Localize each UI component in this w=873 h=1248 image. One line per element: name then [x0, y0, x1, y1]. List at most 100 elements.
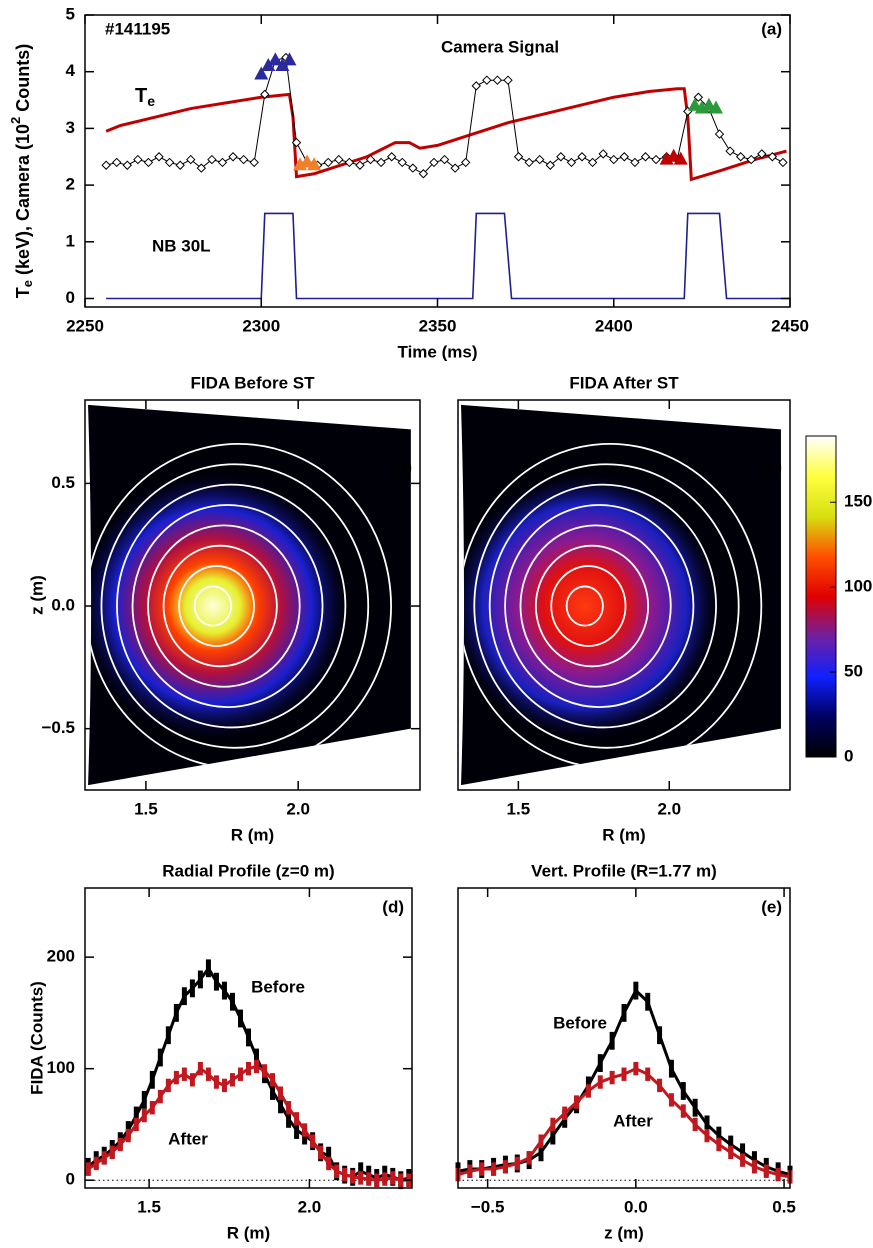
- flux-contour: [565, 585, 604, 627]
- annotation: NB 30L: [152, 236, 211, 255]
- diamond-marker: [133, 154, 143, 165]
- series-line: [105, 87, 787, 182]
- triangle-marker: [282, 52, 297, 66]
- diamond-marker: [778, 157, 788, 168]
- panel-label: (a): [761, 19, 782, 38]
- flux-contour: [116, 483, 347, 729]
- diamond-marker: [429, 157, 439, 168]
- x-tick-label: 1.5: [137, 1197, 161, 1216]
- diamond-marker: [598, 149, 608, 159]
- axes-frame: [84, 887, 413, 1189]
- y-axis-label-part: T: [13, 287, 33, 298]
- triangle-marker: [268, 52, 283, 66]
- diamond-marker: [725, 146, 735, 156]
- panel-title: FIDA After ST: [569, 373, 679, 392]
- diamond-marker: [471, 81, 481, 91]
- x-tick-label: 0.0: [624, 1197, 648, 1216]
- series-label: After: [613, 1111, 653, 1130]
- emission-blob: [461, 471, 721, 741]
- colorbar-tick-label: 50: [844, 662, 863, 681]
- x-tick-label: 2.0: [286, 799, 310, 818]
- diamond-marker: [651, 154, 661, 165]
- x-axis-label: R (m): [602, 825, 645, 844]
- diamond-marker: [376, 157, 386, 168]
- diamond-marker: [101, 160, 111, 170]
- y-axis-label: Te (keV), Camera (102 Counts): [8, 44, 35, 299]
- flux-contour: [534, 544, 650, 668]
- triangle-marker: [708, 100, 723, 114]
- annotation: #141195: [105, 19, 170, 38]
- panel-label: (e): [761, 897, 782, 916]
- flux-contour: [550, 565, 627, 647]
- flux-contour: [147, 524, 301, 688]
- diamond-marker: [757, 149, 767, 159]
- x-axis-label: z (m): [604, 1223, 644, 1242]
- panel-label: (d): [382, 897, 404, 916]
- y-tick-label: 5: [66, 4, 75, 23]
- x-tick-label: 0.5: [772, 1197, 796, 1216]
- x-tick-label: 2350: [419, 316, 457, 335]
- flux-contour: [488, 483, 717, 729]
- diamond-marker: [524, 157, 534, 168]
- diamond-marker: [619, 152, 630, 162]
- diamond-marker: [482, 75, 492, 85]
- diamond-marker: [535, 154, 545, 165]
- x-tick-label: 2400: [595, 316, 633, 335]
- diamond-marker: [503, 75, 513, 85]
- triangle-marker: [261, 58, 276, 72]
- diamond-marker: [397, 157, 407, 168]
- colorbar-tick-label: 100: [844, 577, 872, 596]
- y-tick-label: 1: [66, 231, 75, 250]
- triangle-marker: [673, 151, 688, 165]
- x-tick-label: 2.0: [657, 799, 681, 818]
- diamond-marker: [714, 129, 725, 139]
- axes-frame: [457, 887, 791, 1189]
- diamond-marker: [450, 163, 460, 173]
- diamond-marker: [334, 154, 344, 165]
- diamond-marker: [186, 154, 196, 165]
- y-axis-label-part: Counts): [13, 44, 33, 117]
- diamond-marker: [408, 163, 418, 173]
- diamond-marker: [365, 154, 376, 165]
- diamond-marker: [175, 160, 185, 170]
- y-axis-label-part: (keV), Camera (10: [13, 124, 33, 280]
- colorbar: [805, 435, 837, 758]
- diamond-marker: [545, 160, 556, 170]
- diamond-marker: [143, 157, 154, 168]
- axes-frame: [84, 399, 421, 791]
- diamond-marker: [217, 157, 228, 168]
- x-tick-label: 2450: [771, 316, 809, 335]
- panel-label: (b): [390, 457, 412, 476]
- diamond-marker: [566, 157, 577, 168]
- panel-title: Radial Profile (z=0 m): [162, 861, 334, 880]
- diamond-marker: [196, 163, 207, 173]
- y-axis-label-part: 2: [8, 117, 23, 124]
- y-axis-label: z (m): [27, 575, 46, 615]
- diamond-marker: [630, 157, 640, 168]
- y-tick-label: 2: [66, 175, 75, 194]
- flux-contour: [519, 524, 672, 688]
- diamond-marker: [260, 89, 270, 100]
- diamond-marker: [492, 75, 503, 85]
- diamond-marker: [693, 92, 704, 102]
- y-axis-label-part: e: [20, 280, 35, 287]
- diamond-marker: [556, 152, 566, 162]
- flux-contour: [162, 544, 278, 668]
- diamond-marker: [164, 157, 175, 168]
- diamond-marker: [640, 152, 651, 162]
- diamond-marker: [112, 157, 122, 168]
- y-tick-label: 0.0: [51, 596, 75, 615]
- series-label: After: [168, 1129, 208, 1148]
- y-tick-label: 0.5: [51, 473, 75, 492]
- diamond-marker: [418, 169, 429, 179]
- diamond-marker: [609, 154, 619, 165]
- y-tick-label: 4: [66, 61, 76, 80]
- panel-title: FIDA Before ST: [190, 373, 315, 392]
- diamond-marker: [746, 154, 756, 165]
- series-label-main: T: [135, 85, 147, 107]
- diamond-marker: [249, 157, 259, 168]
- panel-title: Vert. Profile (R=1.77 m): [531, 861, 717, 880]
- flux-contour: [473, 463, 740, 749]
- diamond-marker: [122, 160, 133, 170]
